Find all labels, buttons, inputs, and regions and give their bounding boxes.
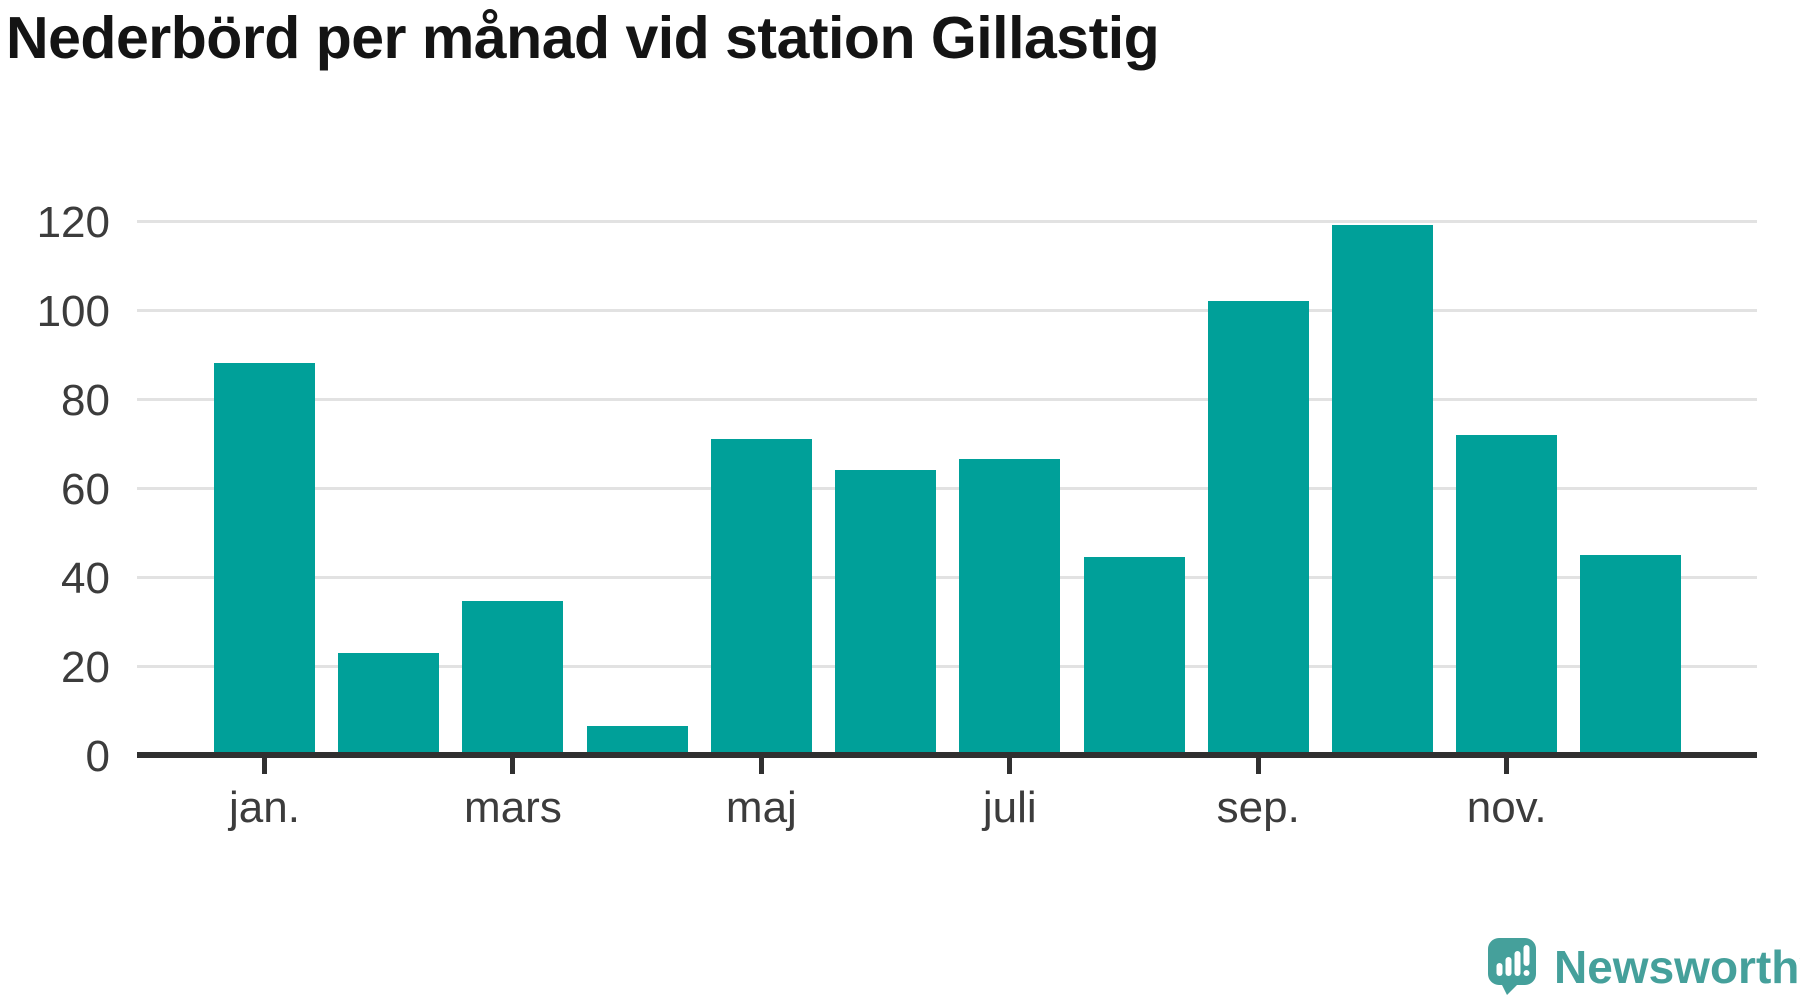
x-axis-label-nov.: nov. bbox=[1466, 783, 1547, 832]
y-axis-label-0: 0 bbox=[85, 732, 110, 781]
y-axis-label-80: 80 bbox=[61, 376, 110, 425]
x-axis-label-maj: maj bbox=[725, 783, 797, 832]
x-axis-tick-juli bbox=[1007, 758, 1013, 774]
bar-juli bbox=[959, 459, 1061, 755]
gridline-y-120 bbox=[137, 219, 1757, 223]
x-axis-tick-maj bbox=[758, 758, 764, 774]
gridline-y-80 bbox=[137, 397, 1757, 401]
x-axis-label-juli: juli bbox=[982, 783, 1037, 832]
newsworthy-logo-text: Newsworthy bbox=[1554, 940, 1800, 993]
x-axis-tick-nov. bbox=[1504, 758, 1510, 774]
x-axis-tick-sep. bbox=[1255, 758, 1261, 774]
bar-feb. bbox=[338, 652, 440, 755]
bar-apr. bbox=[586, 726, 688, 755]
y-axis-label-100: 100 bbox=[36, 287, 110, 336]
y-axis-label-120: 120 bbox=[36, 198, 110, 247]
bar-maj bbox=[710, 439, 812, 755]
gridline-y-100 bbox=[137, 308, 1757, 312]
bar-okt. bbox=[1331, 225, 1433, 755]
bar-jan. bbox=[214, 363, 315, 755]
x-axis-line bbox=[137, 752, 1757, 758]
bar-aug. bbox=[1083, 556, 1185, 755]
bar-sep. bbox=[1207, 301, 1309, 755]
bar-nov. bbox=[1456, 434, 1558, 755]
x-axis-label-sep.: sep. bbox=[1216, 783, 1300, 832]
gridline-y-20 bbox=[137, 664, 1757, 668]
gridline-y-40 bbox=[137, 575, 1757, 579]
y-axis-label-40: 40 bbox=[61, 554, 110, 603]
x-axis-label-mars: mars bbox=[464, 783, 562, 832]
bar-dec. bbox=[1580, 554, 1682, 755]
x-axis-tick-mars bbox=[510, 758, 516, 774]
y-axis-label-20: 20 bbox=[61, 643, 110, 692]
chart-title: Nederbörd per månad vid station Gillasti… bbox=[6, 5, 1160, 71]
gridline-y-60 bbox=[137, 486, 1757, 490]
y-axis-label-60: 60 bbox=[61, 465, 110, 514]
x-axis-label-jan.: jan. bbox=[229, 783, 300, 832]
x-axis-tick-jan. bbox=[262, 758, 267, 774]
newsworthy-logo: Newsworthy bbox=[1488, 938, 1800, 995]
bar-juni bbox=[835, 470, 937, 755]
bar-mars bbox=[462, 601, 564, 755]
newsworthy-logo-icon bbox=[1488, 938, 1536, 995]
